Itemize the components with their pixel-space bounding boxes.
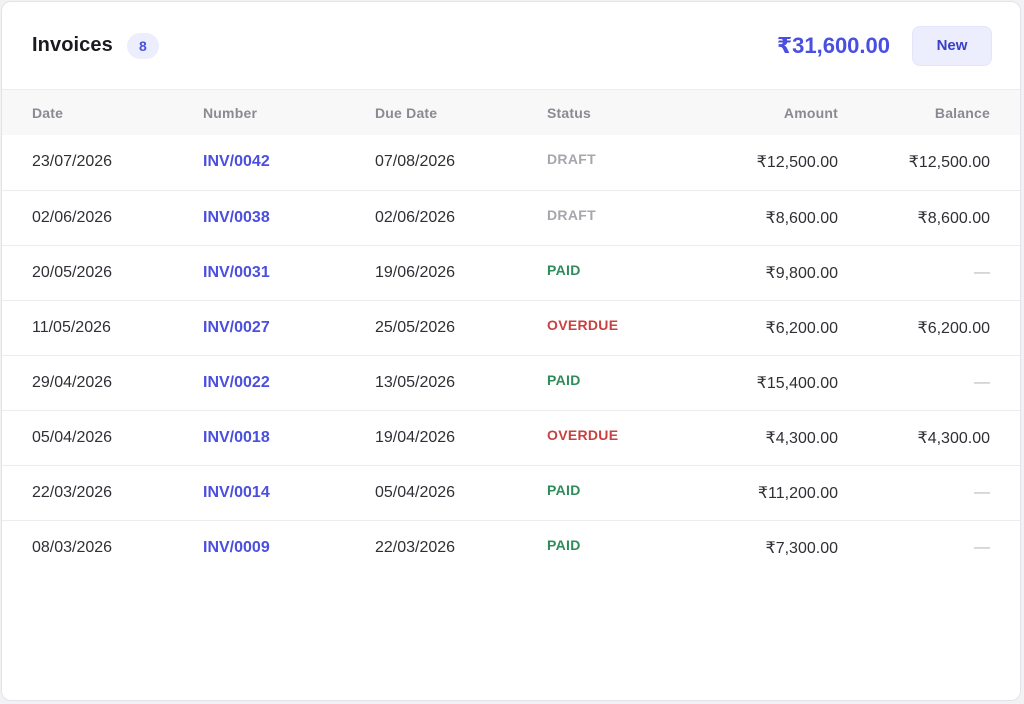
status-badge: DRAFT xyxy=(547,206,596,223)
table-row[interactable]: 08/03/2026 INV/0009 22/03/2026 PAID ₹7,3… xyxy=(2,520,1020,575)
table-row[interactable]: 11/05/2026 INV/0027 25/05/2026 OVERDUE ₹… xyxy=(2,300,1020,355)
cell-balance: — xyxy=(838,520,1020,575)
page-title: Invoices xyxy=(32,34,113,56)
invoices-table: Date Number Due Date Status Amount Balan… xyxy=(2,90,1020,575)
empty-balance-dash: — xyxy=(974,538,990,556)
cell-amount: ₹11,200.00 xyxy=(757,484,838,502)
cell-status: OVERDUE xyxy=(547,410,697,465)
column-header-status[interactable]: Status xyxy=(547,104,591,121)
cell-due-date: 19/04/2026 xyxy=(375,428,456,446)
table-header: Date Number Due Date Status Amount Balan… xyxy=(2,90,1020,135)
table-row[interactable]: 05/04/2026 INV/0018 19/04/2026 OVERDUE ₹… xyxy=(2,410,1020,465)
cell-balance: — xyxy=(838,245,1020,300)
cell-date: 08/03/2026 xyxy=(32,538,113,556)
cell-balance: ₹8,600.00 xyxy=(917,209,990,227)
status-badge: OVERDUE xyxy=(547,316,619,333)
cell-date: 11/05/2026 xyxy=(32,318,111,336)
cell-number: INV/0038 xyxy=(203,190,375,245)
column-header-amount[interactable]: Amount xyxy=(783,104,838,121)
invoice-number-link[interactable]: INV/0014 xyxy=(203,483,270,501)
cell-status: PAID xyxy=(547,520,697,575)
cell-balance: ₹4,300.00 xyxy=(917,429,990,447)
cell-due-date: 07/08/2026 xyxy=(375,153,456,171)
cell-balance: ₹6,200.00 xyxy=(917,319,990,337)
table-row[interactable]: 23/07/2026 INV/0042 07/08/2026 DRAFT ₹12… xyxy=(2,135,1020,190)
cell-date: 05/04/2026 xyxy=(32,428,113,446)
column-header-balance[interactable]: Balance xyxy=(934,104,990,121)
cell-amount: ₹9,800.00 xyxy=(765,264,838,282)
cell-number: INV/0042 xyxy=(203,135,375,190)
table-header-row: Date Number Due Date Status Amount Balan… xyxy=(2,90,1020,135)
status-badge: PAID xyxy=(547,371,581,388)
card-header: Invoices 8 ₹31,600.00 New xyxy=(2,2,1020,90)
table-row[interactable]: 22/03/2026 INV/0014 05/04/2026 PAID ₹11,… xyxy=(2,465,1020,520)
cell-date: 20/05/2026 xyxy=(32,263,113,281)
total-amount: ₹31,600.00 xyxy=(776,32,890,58)
count-badge: 8 xyxy=(126,32,159,59)
cell-due-date: 02/06/2026 xyxy=(375,208,456,226)
cell-due-date: 22/03/2026 xyxy=(375,538,456,556)
empty-balance-dash: — xyxy=(974,263,990,281)
cell-number: INV/0027 xyxy=(203,300,375,355)
status-badge: PAID xyxy=(547,261,581,278)
cell-status: PAID xyxy=(547,245,697,300)
cell-status: OVERDUE xyxy=(547,300,697,355)
cell-number: INV/0031 xyxy=(203,245,375,300)
table-row[interactable]: 29/04/2026 INV/0022 13/05/2026 PAID ₹15,… xyxy=(2,355,1020,410)
table-body: 23/07/2026 INV/0042 07/08/2026 DRAFT ₹12… xyxy=(2,135,1020,575)
cell-amount: ₹8,600.00 xyxy=(765,209,838,227)
invoice-number-link[interactable]: INV/0031 xyxy=(203,263,270,281)
cell-date: 23/07/2026 xyxy=(32,153,113,171)
cell-amount: ₹4,300.00 xyxy=(765,429,838,447)
cell-number: INV/0018 xyxy=(203,410,375,465)
column-header-date[interactable]: Date xyxy=(32,104,64,121)
status-badge: DRAFT xyxy=(547,151,596,168)
cell-due-date: 19/06/2026 xyxy=(375,263,456,281)
invoice-number-link[interactable]: INV/0042 xyxy=(203,153,270,171)
invoice-number-link[interactable]: INV/0009 xyxy=(203,538,270,556)
cell-amount: ₹15,400.00 xyxy=(756,374,838,392)
cell-balance: ₹12,500.00 xyxy=(908,154,990,172)
cell-status: PAID xyxy=(547,465,697,520)
cell-due-date: 13/05/2026 xyxy=(375,373,456,391)
status-badge: PAID xyxy=(547,481,581,498)
cell-number: INV/0009 xyxy=(203,520,375,575)
table-row[interactable]: 20/05/2026 INV/0031 19/06/2026 PAID ₹9,8… xyxy=(2,245,1020,300)
invoice-number-link[interactable]: INV/0027 xyxy=(203,318,270,336)
cell-amount: ₹6,200.00 xyxy=(765,319,838,337)
cell-status: DRAFT xyxy=(547,135,697,190)
cell-status: PAID xyxy=(547,355,697,410)
cell-date: 29/04/2026 xyxy=(32,373,113,391)
table-row[interactable]: 02/06/2026 INV/0038 02/06/2026 DRAFT ₹8,… xyxy=(2,190,1020,245)
status-badge: OVERDUE xyxy=(547,426,619,443)
cell-amount: ₹7,300.00 xyxy=(765,539,838,557)
cell-due-date: 25/05/2026 xyxy=(375,318,456,336)
status-badge: PAID xyxy=(547,536,581,553)
new-invoice-button[interactable]: New xyxy=(912,25,992,66)
cell-balance: — xyxy=(838,355,1020,410)
column-header-due-date[interactable]: Due Date xyxy=(375,104,438,121)
cell-date: 22/03/2026 xyxy=(32,483,113,501)
column-header-number[interactable]: Number xyxy=(203,104,258,121)
cell-status: DRAFT xyxy=(547,190,697,245)
empty-balance-dash: — xyxy=(974,373,990,391)
invoice-number-link[interactable]: INV/0038 xyxy=(203,208,270,226)
empty-balance-dash: — xyxy=(974,483,990,501)
cell-amount: ₹12,500.00 xyxy=(756,154,838,172)
invoice-number-link[interactable]: INV/0018 xyxy=(203,428,270,446)
cell-number: INV/0014 xyxy=(203,465,375,520)
cell-number: INV/0022 xyxy=(203,355,375,410)
invoice-number-link[interactable]: INV/0022 xyxy=(203,373,270,391)
cell-date: 02/06/2026 xyxy=(32,208,113,226)
cell-due-date: 05/04/2026 xyxy=(375,483,456,501)
cell-balance: — xyxy=(838,465,1020,520)
